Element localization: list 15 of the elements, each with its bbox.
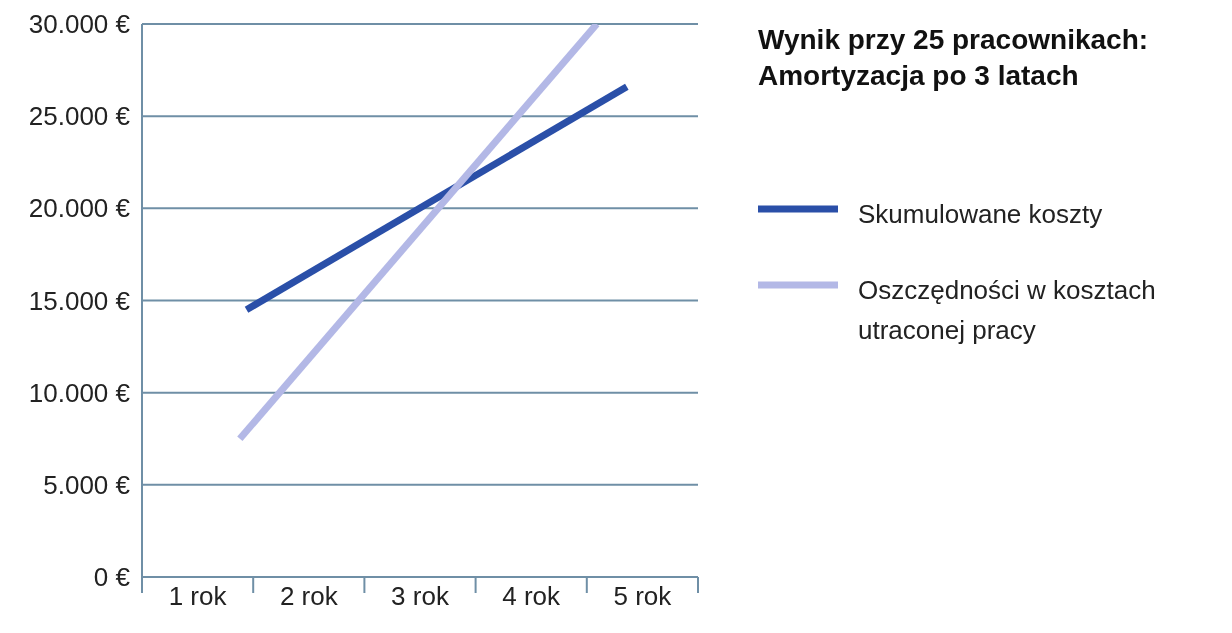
y-tick-label: 25.000 € [28, 101, 131, 132]
x-tick-label: 4 rok [502, 581, 562, 611]
y-tick-label: 0 € [93, 562, 131, 592]
text: Wynik przy 25 pracownikach: Amortyzacja po 3 latach [757, 23, 1150, 93]
legend-label: Skumulowane koszty [858, 198, 1104, 231]
y-tick-label: 30.000 € [28, 9, 131, 39]
x-tick-label: 5 rok [613, 581, 673, 611]
y-tick-label: 10.000 € [28, 377, 131, 408]
y-tick-label: 15.000 € [28, 285, 131, 316]
x-tick-label: 3 rok [391, 581, 450, 611]
x-tick-label: 2 rok [279, 581, 339, 611]
y-tick-label: 20.000 € [28, 193, 131, 224]
legend-label: Oszczędności w kosztach utraconej pracy [858, 274, 1157, 347]
y-tick-label: 5.000 € [43, 469, 131, 500]
x-tick-label: 1 rok [168, 581, 228, 611]
